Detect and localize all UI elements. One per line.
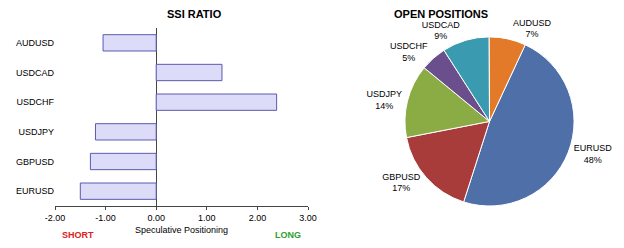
svg-text:USDCHF: USDCHF	[17, 97, 55, 107]
svg-text:1.00: 1.00	[198, 213, 216, 223]
svg-text:AUDUSD7%: AUDUSD7%	[513, 18, 552, 40]
svg-text:LONG: LONG	[275, 230, 301, 240]
svg-text:SSI RATIO: SSI RATIO	[167, 8, 222, 20]
svg-text:USDCAD: USDCAD	[16, 68, 55, 78]
svg-text:EURUSD: EURUSD	[16, 186, 55, 196]
svg-text:USDCHF5%: USDCHF5%	[390, 41, 428, 63]
svg-text:GBPUSD: GBPUSD	[16, 157, 55, 167]
svg-text:0.00: 0.00	[147, 213, 165, 223]
svg-text:Speculative Positioning: Speculative Positioning	[135, 225, 228, 235]
svg-text:USDJPY14%: USDJPY14%	[367, 89, 403, 111]
svg-text:USDCAD9%: USDCAD9%	[422, 20, 461, 42]
svg-text:OPEN POSITIONS: OPEN POSITIONS	[394, 8, 488, 20]
svg-text:2.00: 2.00	[249, 213, 267, 223]
svg-text:AUDUSD: AUDUSD	[16, 38, 55, 48]
svg-text:EURUSD48%: EURUSD48%	[574, 143, 613, 165]
svg-text:-2.00: -2.00	[45, 213, 66, 223]
svg-text:3.00: 3.00	[299, 213, 317, 223]
svg-text:SHORT: SHORT	[62, 230, 94, 240]
svg-text:USDJPY: USDJPY	[18, 127, 54, 137]
svg-text:GBPUSD17%: GBPUSD17%	[382, 172, 421, 194]
svg-text:-1.00: -1.00	[95, 213, 116, 223]
